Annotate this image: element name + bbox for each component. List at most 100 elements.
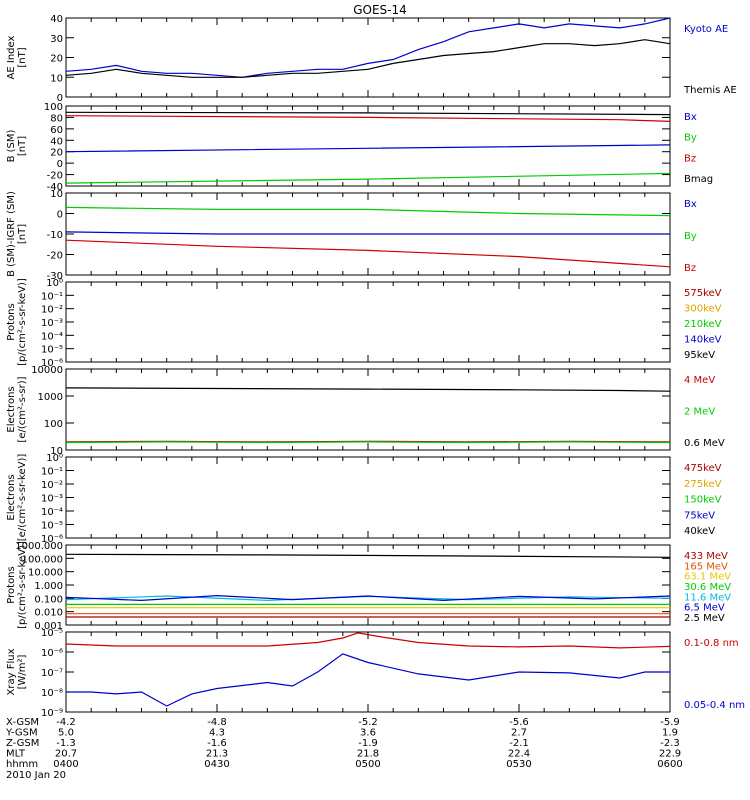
legend-entry: 4 MeV: [684, 375, 715, 386]
y-tick-label: 1000: [38, 392, 63, 403]
y-tick-label: 10: [50, 446, 63, 457]
legend-entry: Bmag: [684, 174, 713, 185]
y-tick-label: 100.000: [22, 554, 63, 565]
legend-entry: 150keV: [684, 495, 722, 506]
legend-entry: Kyoto AE: [684, 24, 728, 35]
footer-value: 0530: [506, 759, 531, 770]
y-tick-label: 10⁻⁵: [41, 628, 63, 639]
y-tick-label: 20: [50, 148, 63, 159]
footer-value: -4.8: [207, 717, 227, 728]
footer-value: 22.9: [659, 749, 681, 760]
legend-entry: By: [684, 231, 697, 242]
series-line-themis-ae: [65, 39, 671, 78]
panel-1: 0 10 20 30 40 AE Index [nT] Kyoto AE Themis AE: [6, 14, 737, 104]
legend-entry: 95keV: [684, 350, 715, 361]
series-line-2-mev: [65, 441, 671, 444]
legend-entry: 300keV: [684, 304, 722, 315]
footer-value: -1.9: [358, 738, 378, 749]
footer-value: 0400: [53, 759, 78, 770]
legend-entry: 0.6 MeV: [684, 438, 725, 449]
y-axis-label: [p/(cm²-s-sr-keV)]: [17, 541, 28, 629]
panel-frame: [65, 456, 671, 539]
y-tick-label: 80: [50, 113, 63, 124]
plot-title: GOES-14: [353, 3, 407, 17]
y-axis-label: B (SM): [6, 129, 17, 162]
series-line-bx: [65, 231, 670, 235]
series-line-bz: [65, 115, 671, 122]
legend-entry: 75keV: [684, 510, 715, 521]
footer-value: 2.7: [511, 728, 527, 739]
y-tick-label: 10⁻⁷: [41, 668, 63, 679]
legend-entry: 165 MeV: [684, 561, 728, 572]
y-tick-label: -30: [47, 271, 63, 282]
y-tick-label: 0: [57, 93, 63, 104]
series-line-by: [65, 172, 671, 184]
footer-value: 21.8: [357, 749, 379, 760]
y-tick-label: 10⁻⁶: [41, 534, 63, 545]
y-tick-label: 10⁻²: [41, 480, 63, 491]
legend-entry: 2 MeV: [684, 407, 715, 418]
legend-entry: Bx: [684, 199, 697, 210]
series-line-0-6-mev: [65, 387, 671, 392]
y-tick-label: 10⁰: [46, 278, 63, 289]
series-line-0-05-0-4-nm: [66, 653, 670, 707]
legend-entry: Bz: [684, 153, 696, 164]
legend-entry: 0.1-0.8 nm: [684, 638, 739, 649]
y-tick-label: 0.001: [34, 621, 63, 632]
footer-row-label: MLT: [6, 749, 26, 760]
y-tick-label: 60: [50, 125, 63, 136]
footer-value: 0430: [204, 759, 229, 770]
legend-entry: 575keV: [684, 288, 722, 299]
panel-frame: [65, 281, 671, 363]
panel-6: 10⁻⁶ 10⁻⁵ 10⁻⁴ 10⁻³ 10⁻² 10⁻¹ 10⁰ Electrons [e/(…: [6, 453, 722, 545]
footer-value: -1.3: [56, 738, 76, 749]
footer-row-label: Y-GSM: [5, 728, 38, 739]
y-tick-label: 1000.000: [15, 541, 63, 552]
series-line-2-5-mev: [65, 553, 671, 558]
y-axis-label: Protons: [6, 566, 17, 603]
footer-row-label: hhmm: [6, 759, 38, 770]
y-tick-label: 100: [44, 102, 63, 113]
footer-value: 0600: [657, 759, 682, 770]
footer-value: -5.2: [358, 717, 378, 728]
panel-frame: [65, 17, 671, 98]
y-tick-label: 100: [44, 419, 63, 430]
y-tick-label: 0.010: [34, 608, 63, 619]
series-line-0-1-0-8-nm: [65, 632, 671, 649]
y-tick-label: 10⁰: [46, 453, 63, 464]
y-axis-label: Electrons: [6, 474, 17, 520]
y-axis-label: Electrons: [6, 386, 17, 432]
footer-value: -1.6: [207, 738, 227, 749]
legend-entry: 475keV: [684, 463, 722, 474]
legend-entry: 210keV: [684, 319, 722, 330]
series-line-bmag: [65, 111, 671, 116]
footer-row-label: X-GSM: [6, 717, 39, 728]
series-line-4-mev: [65, 440, 671, 443]
series-line-kyoto-ae: [65, 17, 671, 78]
footer-value: 21.3: [206, 749, 228, 760]
legend-entry: 30.6 MeV: [684, 582, 731, 593]
y-tick-label: 10⁻⁵: [41, 345, 63, 356]
y-tick-label: 10⁻⁴: [41, 507, 63, 518]
y-axis-label: [nT]: [17, 136, 28, 156]
series-line-bz: [65, 239, 671, 268]
y-axis-label: [p/(cm²-s-sr-keV)]: [17, 278, 28, 366]
y-tick-label: -20: [47, 251, 63, 262]
y-tick-label: 10: [50, 189, 63, 200]
y-tick-label: 10⁻³: [41, 494, 63, 505]
panel-4: 10⁻⁶ 10⁻⁵ 10⁻⁴ 10⁻³ 10⁻² 10⁻¹ 10⁰ Protons [p/(cm…: [6, 278, 722, 369]
legend-entry: 0.05-0.4 nm: [684, 700, 745, 711]
footer-value: -2.3: [660, 738, 680, 749]
y-axis-label: Xray Flux: [6, 648, 17, 695]
y-tick-label: 10⁻¹: [41, 467, 63, 478]
y-tick-label: 40: [50, 14, 63, 25]
panel-frame: [65, 368, 671, 451]
panel-8: 10⁻⁹ 10⁻⁸ 10⁻⁷ 10⁻⁶ 10⁻⁵ Xray Flux [W/m²] 0.1-0…: [6, 628, 745, 719]
panel-7: 0.001 0.010 0.100 1.000 10.000 100.000 1000.00…: [6, 541, 731, 632]
y-axis-label: [W/m²]: [17, 654, 28, 689]
legend-entry: 140keV: [684, 335, 722, 346]
footer-value: 5.0: [58, 728, 74, 739]
footer-value: -5.9: [660, 717, 680, 728]
